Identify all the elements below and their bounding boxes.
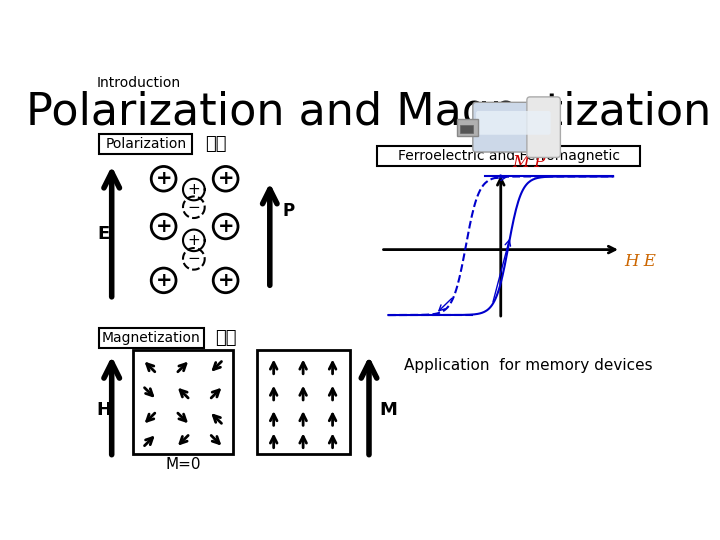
Text: Introduction: Introduction — [96, 76, 180, 90]
Bar — [377, 146, 640, 166]
Bar — [99, 328, 204, 348]
Text: 分極: 分極 — [204, 135, 226, 153]
Text: +: + — [217, 217, 234, 236]
Text: +: + — [187, 182, 200, 197]
Text: −: − — [187, 251, 200, 266]
Text: Ferroelectric and Ferromagnetic: Ferroelectric and Ferromagnetic — [397, 148, 619, 163]
Text: +: + — [156, 217, 172, 236]
Text: P: P — [282, 202, 294, 220]
Text: −: − — [187, 200, 200, 215]
Text: M P: M P — [513, 154, 546, 171]
Bar — [132, 350, 233, 454]
Bar — [99, 134, 192, 154]
Circle shape — [213, 268, 238, 293]
Text: Polarization: Polarization — [105, 137, 186, 151]
Circle shape — [213, 166, 238, 191]
Text: Magnetization: Magnetization — [102, 331, 201, 345]
Text: 磁化: 磁化 — [215, 329, 237, 347]
Circle shape — [151, 268, 176, 293]
Text: +: + — [156, 169, 172, 188]
Text: +: + — [217, 169, 234, 188]
Text: +: + — [217, 271, 234, 290]
Text: 強誘電性と強磁性: 強誘電性と強磁性 — [489, 132, 556, 146]
Text: +: + — [156, 271, 172, 290]
Circle shape — [151, 214, 176, 239]
Text: M=0: M=0 — [166, 457, 201, 472]
Text: +: + — [187, 233, 200, 248]
Circle shape — [213, 214, 238, 239]
Text: H E: H E — [625, 253, 657, 271]
Text: Polarization and Magnetization: Polarization and Magnetization — [27, 91, 711, 134]
Text: E: E — [98, 225, 110, 243]
Bar — [256, 350, 350, 454]
Text: Application  for memory devices: Application for memory devices — [404, 357, 652, 373]
Circle shape — [151, 166, 176, 191]
Text: M: M — [380, 401, 397, 418]
Text: H: H — [96, 401, 112, 418]
